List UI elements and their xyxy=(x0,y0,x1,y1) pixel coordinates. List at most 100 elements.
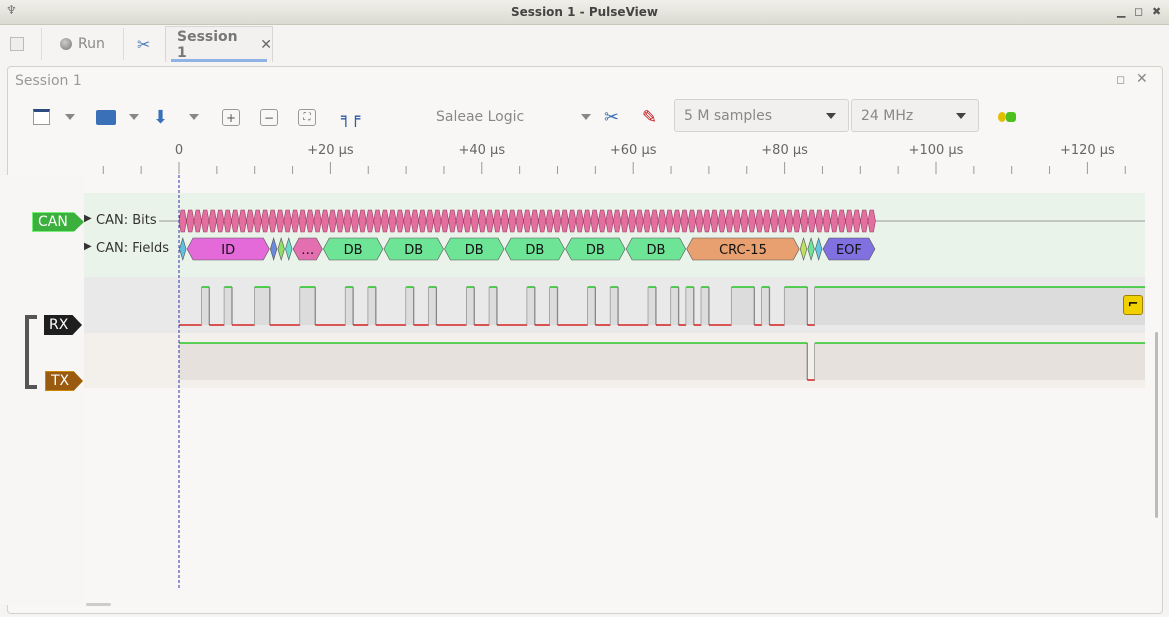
cursors-icon: ╕╒ xyxy=(341,107,361,127)
field-label: ID xyxy=(221,243,235,258)
can-bit xyxy=(822,209,831,233)
show-cursors-button[interactable]: ╕╒ xyxy=(341,107,360,127)
zoom-out-icon: − xyxy=(263,110,275,125)
can-bit xyxy=(358,209,367,233)
can-bit xyxy=(500,209,509,233)
can-bit xyxy=(860,209,869,233)
horizontal-scrollbar[interactable] xyxy=(86,603,111,606)
can-bit xyxy=(350,209,360,233)
can-bit xyxy=(545,209,554,233)
device-label: Saleae Logic xyxy=(436,109,525,125)
can-bit xyxy=(223,209,232,233)
save-button[interactable]: ⬇ xyxy=(153,107,168,128)
can-bit xyxy=(253,209,262,233)
time-ruler[interactable]: 0 +20 µs +40 µs +60 µs +80 µs +100 µs +120 µs xyxy=(84,138,1145,174)
tools-icon: ✂ xyxy=(137,34,151,54)
ruler-label: +60 µs xyxy=(610,143,657,158)
can-bit xyxy=(538,209,547,233)
device-selector[interactable]: Saleae Logic xyxy=(436,107,524,127)
save-dropdown[interactable] xyxy=(189,107,199,127)
high-fill xyxy=(784,287,808,325)
can-bit xyxy=(418,209,427,233)
falling-edge-icon[interactable]: ⌐ xyxy=(1123,295,1143,315)
settings-button[interactable]: ✂ xyxy=(137,26,150,62)
can-bit xyxy=(523,209,532,233)
device-dropdown[interactable] xyxy=(581,107,591,127)
can-bit xyxy=(837,209,846,233)
sample-count-select[interactable]: 5 M samples xyxy=(674,99,849,132)
can-bit xyxy=(216,209,225,233)
can-field xyxy=(815,236,823,262)
zoom-fit-button[interactable]: ⛶ xyxy=(298,109,316,126)
can-bit xyxy=(201,209,210,233)
decoder-tag-can[interactable]: CAN xyxy=(32,212,84,232)
field-label: DB xyxy=(586,243,605,258)
float-panel-icon[interactable]: ◻ xyxy=(1116,73,1126,86)
channels-button[interactable]: ✎ xyxy=(642,107,657,128)
channel-name: RX xyxy=(49,317,69,333)
channel-tag-tx[interactable]: TX xyxy=(45,371,83,391)
expand-bits-icon[interactable]: ▶ xyxy=(84,213,92,224)
zoom-in-icon: + xyxy=(225,110,237,125)
high-fill xyxy=(466,287,475,325)
high-fill xyxy=(701,287,709,325)
maximize-icon[interactable]: ◻ xyxy=(1134,5,1144,18)
sample-count-value: 5 M samples xyxy=(684,107,773,124)
can-bit xyxy=(276,209,285,233)
zoom-out-button[interactable]: − xyxy=(260,109,278,126)
high-fill xyxy=(549,287,558,325)
close-tab-icon[interactable]: ✕ xyxy=(260,36,272,53)
configure-device-button[interactable]: ✂ xyxy=(604,107,619,128)
tab-session-1[interactable]: Session 1 ✕ xyxy=(165,26,273,62)
can-bit xyxy=(717,209,726,233)
can-bit xyxy=(178,209,187,233)
can-field xyxy=(625,237,687,261)
high-fill xyxy=(814,343,1145,380)
zoom-fit-icon: ⛶ xyxy=(303,112,311,123)
new-session-button[interactable] xyxy=(33,107,50,127)
can-bit xyxy=(515,209,524,233)
zoom-in-button[interactable]: + xyxy=(222,109,240,126)
can-field xyxy=(186,237,270,261)
run-button[interactable]: Run xyxy=(60,26,105,62)
add-decoder-button[interactable] xyxy=(998,107,1016,127)
close-panel-icon[interactable]: ✕ xyxy=(1136,71,1148,87)
high-fill xyxy=(300,287,316,325)
new-session-dropdown[interactable] xyxy=(65,107,75,127)
can-bit xyxy=(246,209,255,233)
high-fill xyxy=(610,287,619,325)
high-fill xyxy=(671,287,679,325)
high-fill xyxy=(814,287,1145,325)
can-bit xyxy=(291,209,300,233)
samplerate-select[interactable]: 24 MHz xyxy=(851,99,979,132)
can-bit xyxy=(508,209,517,233)
run-icon xyxy=(60,38,72,50)
can-bit xyxy=(710,209,719,233)
high-fill xyxy=(428,287,437,325)
minimize-icon[interactable]: ▁ xyxy=(1117,5,1126,18)
can-bit xyxy=(620,209,629,233)
open-button[interactable] xyxy=(96,107,116,127)
trace-view[interactable]: ID … DB DB DB DB DB DB CRC-15 EOF xyxy=(84,175,1145,590)
new-view-button[interactable] xyxy=(10,26,24,62)
ruler-label: +40 µs xyxy=(458,143,505,158)
can-bit xyxy=(747,209,756,233)
can-bit xyxy=(845,209,854,233)
can-field xyxy=(179,236,187,262)
can-bit xyxy=(777,209,786,233)
can-bit xyxy=(680,209,689,233)
can-bit xyxy=(320,209,330,233)
can-bit xyxy=(485,209,494,233)
expand-fields-icon[interactable]: ▶ xyxy=(84,241,92,252)
can-bit xyxy=(283,209,292,233)
channel-tag-rx[interactable]: RX xyxy=(44,315,82,335)
ruler-label: +20 µs xyxy=(307,143,354,158)
can-field xyxy=(277,236,285,262)
row-label-fields: CAN: Fields xyxy=(96,241,169,256)
open-dropdown[interactable] xyxy=(129,107,139,127)
group-bracket xyxy=(25,315,37,389)
decoder-name: CAN xyxy=(38,214,68,230)
vertical-scrollbar[interactable] xyxy=(1155,332,1158,518)
close-icon[interactable]: ✖ xyxy=(1152,5,1162,18)
can-bit xyxy=(186,209,195,233)
